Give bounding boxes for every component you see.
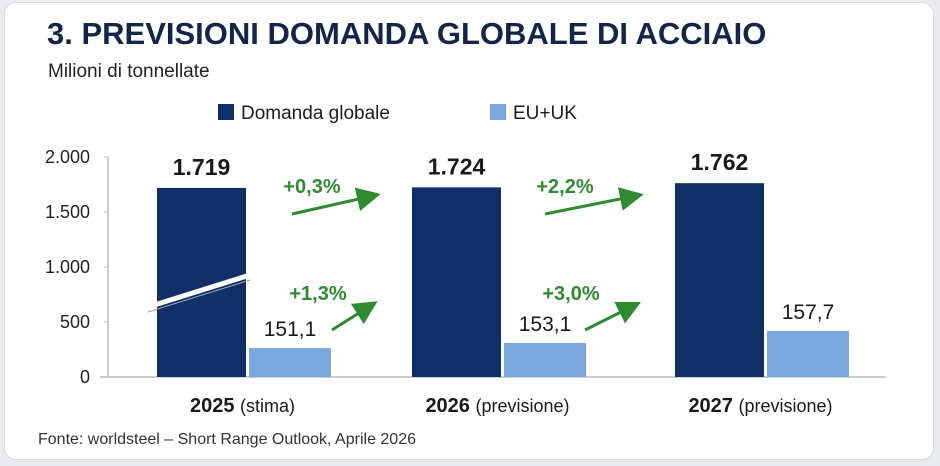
- legend-swatch-global: [218, 104, 234, 120]
- chart-title: 3. PREVISIONI DOMANDA GLOBALE DI ACCIAIO: [47, 16, 766, 51]
- data-label-domanda-globale: 1.762: [691, 149, 749, 175]
- bar-eu-uk: [767, 330, 849, 377]
- arrow-up-icon: [291, 187, 381, 216]
- data-label-domanda-globale: 1.724: [428, 153, 486, 179]
- arrow-up-icon: [584, 301, 642, 332]
- arrow-up-icon: [331, 301, 378, 332]
- source-note: Fonte: worldsteel – Short Range Outlook,…: [38, 431, 416, 448]
- category-year: 2026: [425, 395, 475, 417]
- legend-swatch-euuk: [490, 104, 506, 120]
- x-tick-label: 2027 (previsione): [688, 395, 832, 417]
- legend-label-euuk: EU+UK: [513, 103, 577, 124]
- y-tick-label: 1.500: [45, 202, 90, 222]
- y-tick-label: 500: [60, 312, 90, 332]
- category-note: (stima): [240, 396, 295, 416]
- bars: 1.719 151,1 1.724 153,1 1.762 157,7: [147, 149, 849, 377]
- arrow-up-icon: [544, 187, 644, 216]
- y-tick-label: 1.000: [45, 257, 90, 277]
- y-tick-label: 2.000: [45, 147, 90, 167]
- category-note: (previsione): [739, 396, 833, 416]
- bar-eu-uk: [504, 342, 586, 377]
- growth-label-global: +0,3%: [283, 176, 340, 198]
- data-label-eu-uk: 157,7: [782, 301, 835, 324]
- y-axis: 0 500 1.000 1.500 2.000: [45, 147, 109, 387]
- growth-label-global: +2,2%: [536, 176, 593, 198]
- data-label-domanda-globale: 1.719: [173, 154, 231, 180]
- data-label-eu-uk: 153,1: [519, 313, 572, 336]
- x-tick-label: 2026 (previsione): [425, 395, 569, 417]
- growth-arrows: +0,3% +2,2% +1,3% +3,0%: [283, 176, 644, 332]
- axis-break-shadow: [147, 279, 251, 313]
- category-year: 2025: [190, 395, 240, 417]
- bar-domanda-globale: [675, 183, 764, 377]
- growth-label-eu-uk: +3,0%: [542, 283, 599, 305]
- data-label-eu-uk: 151,1: [264, 318, 317, 341]
- chart-subtitle: Milioni di tonnellate: [48, 61, 210, 82]
- bar-domanda-globale: [412, 187, 501, 377]
- legend: Domanda globale EU+UK: [218, 103, 577, 124]
- growth-label-eu-uk: +1,3%: [289, 283, 346, 305]
- y-tick-label: 0: [80, 367, 90, 387]
- category-year: 2027: [688, 395, 738, 417]
- category-note: (previsione): [476, 396, 570, 416]
- legend-label-global: Domanda globale: [241, 103, 390, 124]
- x-tick-label: 2025 (stima): [190, 395, 295, 417]
- x-axis-labels: 2025 (stima) 2026 (previsione) 2027 (previ…: [190, 395, 833, 417]
- bar-eu-uk: [249, 348, 331, 377]
- axis-break-mark: [147, 272, 251, 310]
